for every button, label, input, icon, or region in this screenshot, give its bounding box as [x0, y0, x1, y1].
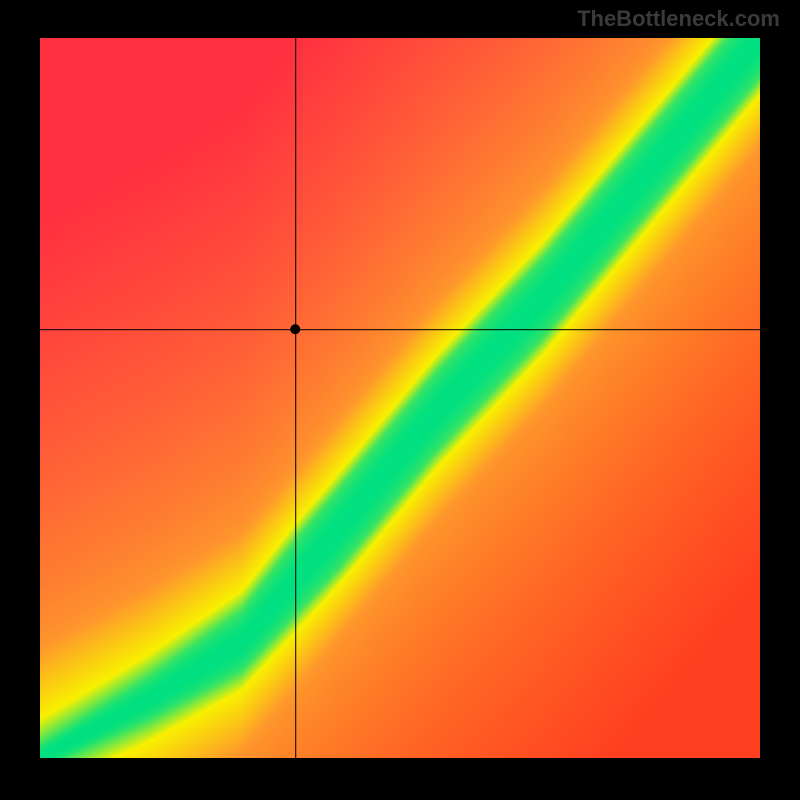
chart-container: TheBottleneck.com	[0, 0, 800, 800]
watermark-text: TheBottleneck.com	[577, 6, 780, 32]
heatmap-canvas	[40, 38, 760, 758]
heatmap-plot	[40, 38, 760, 758]
